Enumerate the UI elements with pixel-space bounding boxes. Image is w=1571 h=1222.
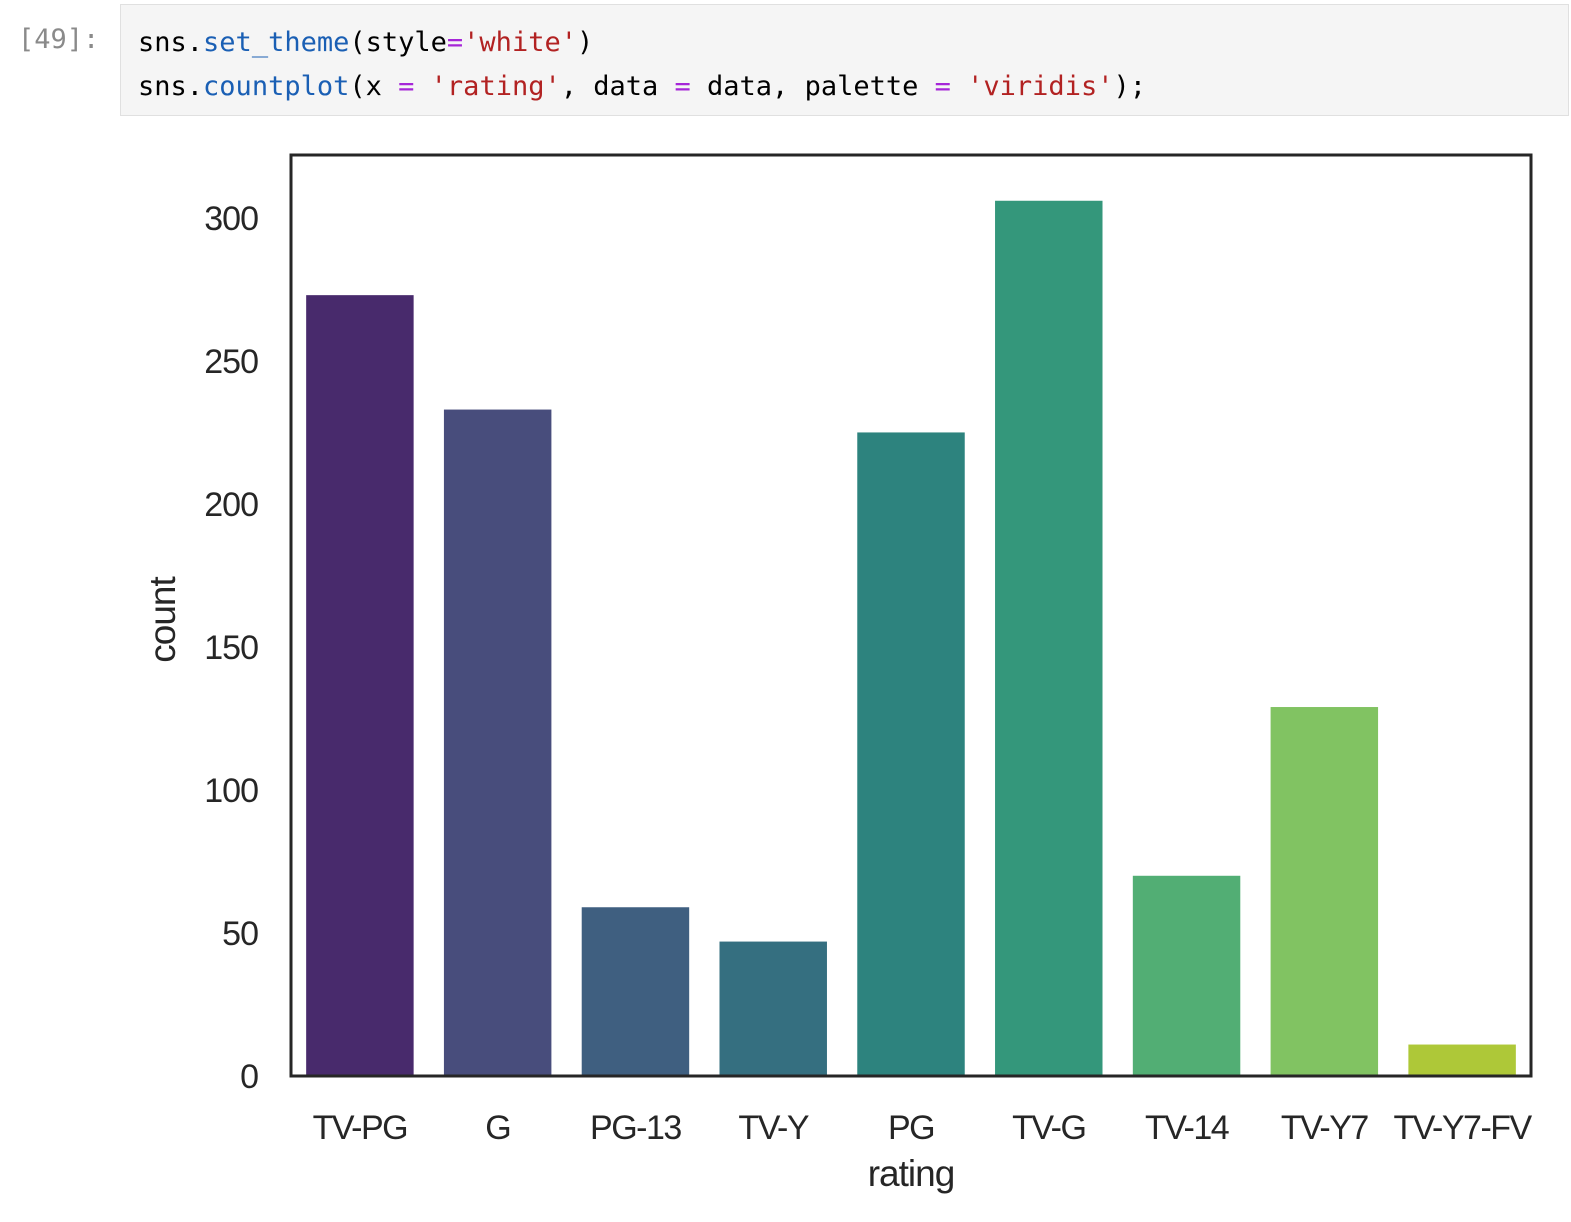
code-token: = (934, 71, 951, 102)
code-token: 'white' (463, 27, 577, 58)
x-tick-label: TV-Y (738, 1109, 808, 1147)
x-tick-label: PG (888, 1109, 934, 1147)
code-token: 'viridis' (967, 71, 1114, 102)
x-tick-label: TV-Y7-FV (1393, 1109, 1532, 1147)
y-tick-label: 150 (204, 629, 258, 667)
bar-tv-pg (306, 295, 414, 1076)
code-line: sns.set_theme(style='white') (138, 21, 1146, 65)
x-tick-label: G (485, 1109, 510, 1147)
code-token (951, 71, 967, 102)
y-tick-label: 50 (222, 915, 258, 953)
code-token: ) (576, 27, 594, 58)
y-tick-label: 250 (204, 343, 258, 381)
code-token: = (446, 27, 464, 58)
bar-tv-y (719, 941, 827, 1076)
code-line: sns.countplot(x = 'rating', data = data,… (138, 65, 1146, 109)
execution-count: [49]: (18, 24, 100, 55)
x-tick-label: PG-13 (590, 1109, 681, 1147)
x-tick-label: TV-14 (1145, 1109, 1229, 1147)
bar-pg (857, 432, 965, 1076)
code-input[interactable]: sns.set_theme(style='white') sns.countplo… (120, 4, 1569, 116)
code-token: 'rating' (430, 71, 561, 102)
code-token: sns (138, 71, 187, 102)
bar-tv-y7-fv (1408, 1044, 1516, 1076)
code-token: ); (1113, 71, 1146, 102)
code-token: = (398, 71, 415, 102)
code-token: sns (138, 27, 187, 58)
x-axis-label: rating (868, 1153, 955, 1194)
code-token: countplot (203, 71, 350, 102)
x-tick-label: TV-PG (313, 1109, 408, 1147)
bar-g (443, 409, 552, 1076)
plot-frame (289, 153, 1533, 1078)
x-tick-label: TV-G (1012, 1109, 1085, 1147)
bar-pg-13 (581, 907, 690, 1076)
x-tick-label: TV-Y7 (1281, 1109, 1369, 1147)
bar-tv-y7 (1270, 707, 1379, 1076)
cell-output: 0 50 100 150 200 250 300 TV-PG G PG-13 TV-Y PG TV-G T… (0, 120, 1571, 1222)
code-token: . (186, 71, 204, 102)
y-tick-label: 300 (204, 200, 258, 238)
y-tick-label: 100 (204, 772, 258, 810)
code-token: (style (349, 27, 447, 58)
code-token (414, 71, 430, 102)
code-editor[interactable]: sns.set_theme(style='white') sns.countplo… (138, 21, 1146, 109)
bar-tv-14 (1132, 875, 1241, 1076)
code-token: (x (349, 71, 399, 102)
bar-tv-g (995, 200, 1103, 1076)
y-tick-label: 200 (204, 486, 258, 524)
code-token: set_theme (203, 27, 350, 58)
code-token: = (674, 71, 691, 102)
countplot-chart: 0 50 100 150 200 250 300 TV-PG G PG-13 TV-Y PG TV-G T… (142, 153, 1534, 1194)
y-tick-label: 0 (240, 1058, 258, 1096)
code-token: data, palette (690, 71, 935, 102)
code-token: , data (560, 71, 675, 102)
code-token: . (186, 27, 204, 58)
y-axis-label: count (142, 576, 183, 663)
